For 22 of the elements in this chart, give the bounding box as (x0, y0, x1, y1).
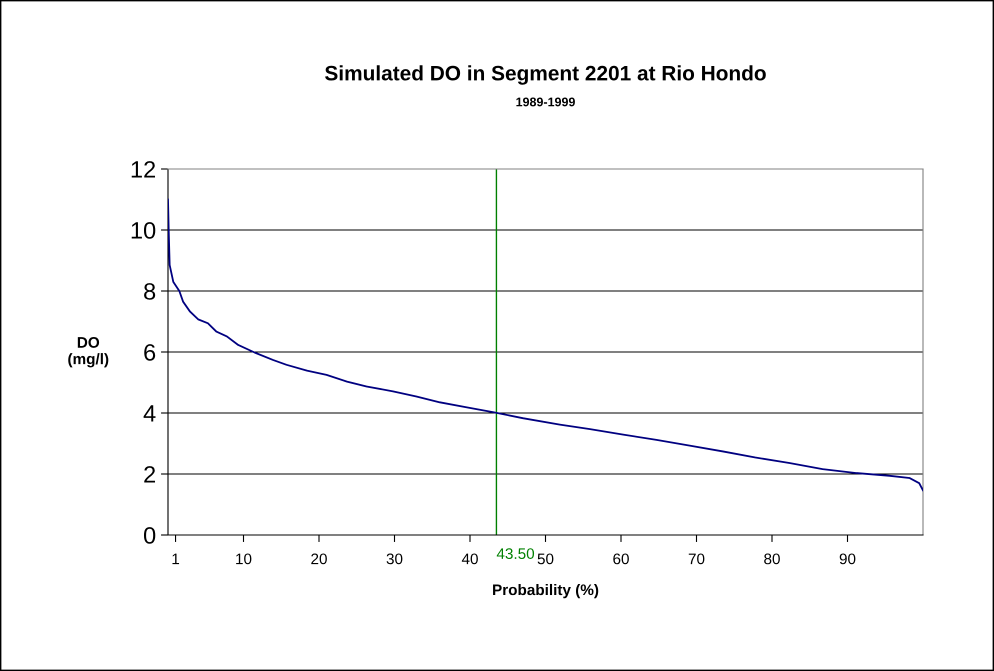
ref-line-label: 43.50 (496, 548, 534, 560)
y-tick-label: 4 (144, 405, 156, 422)
x-tick-label: 20 (311, 553, 327, 564)
x-axis-title: Probability (%) (493, 584, 598, 598)
x-tick-label: 60 (613, 553, 629, 564)
y-tick-label: 2 (144, 466, 156, 483)
y-tick-label: 10 (132, 222, 156, 239)
x-tick-label: 1 (172, 554, 180, 564)
x-tick-label: 70 (688, 553, 704, 564)
y-tick-label: 12 (132, 161, 156, 178)
x-tick-label: 30 (386, 553, 402, 564)
chart-title: Simulated DO in Segment 2201 at Rio Hondo (325, 65, 766, 85)
chart-subtitle: 1989-1999 (516, 98, 575, 106)
x-tick-label: 10 (236, 553, 252, 564)
y-tick-label: 8 (144, 283, 156, 300)
x-tick-label: 80 (764, 553, 780, 564)
y-tick-label: 0 (144, 527, 156, 544)
y-axis-title: DO (mg/l) (68, 337, 108, 368)
x-tick-label: 50 (538, 553, 554, 564)
x-tick-label: 90 (840, 553, 856, 564)
x-tick-label: 40 (462, 553, 478, 564)
y-tick-label: 6 (144, 344, 156, 361)
